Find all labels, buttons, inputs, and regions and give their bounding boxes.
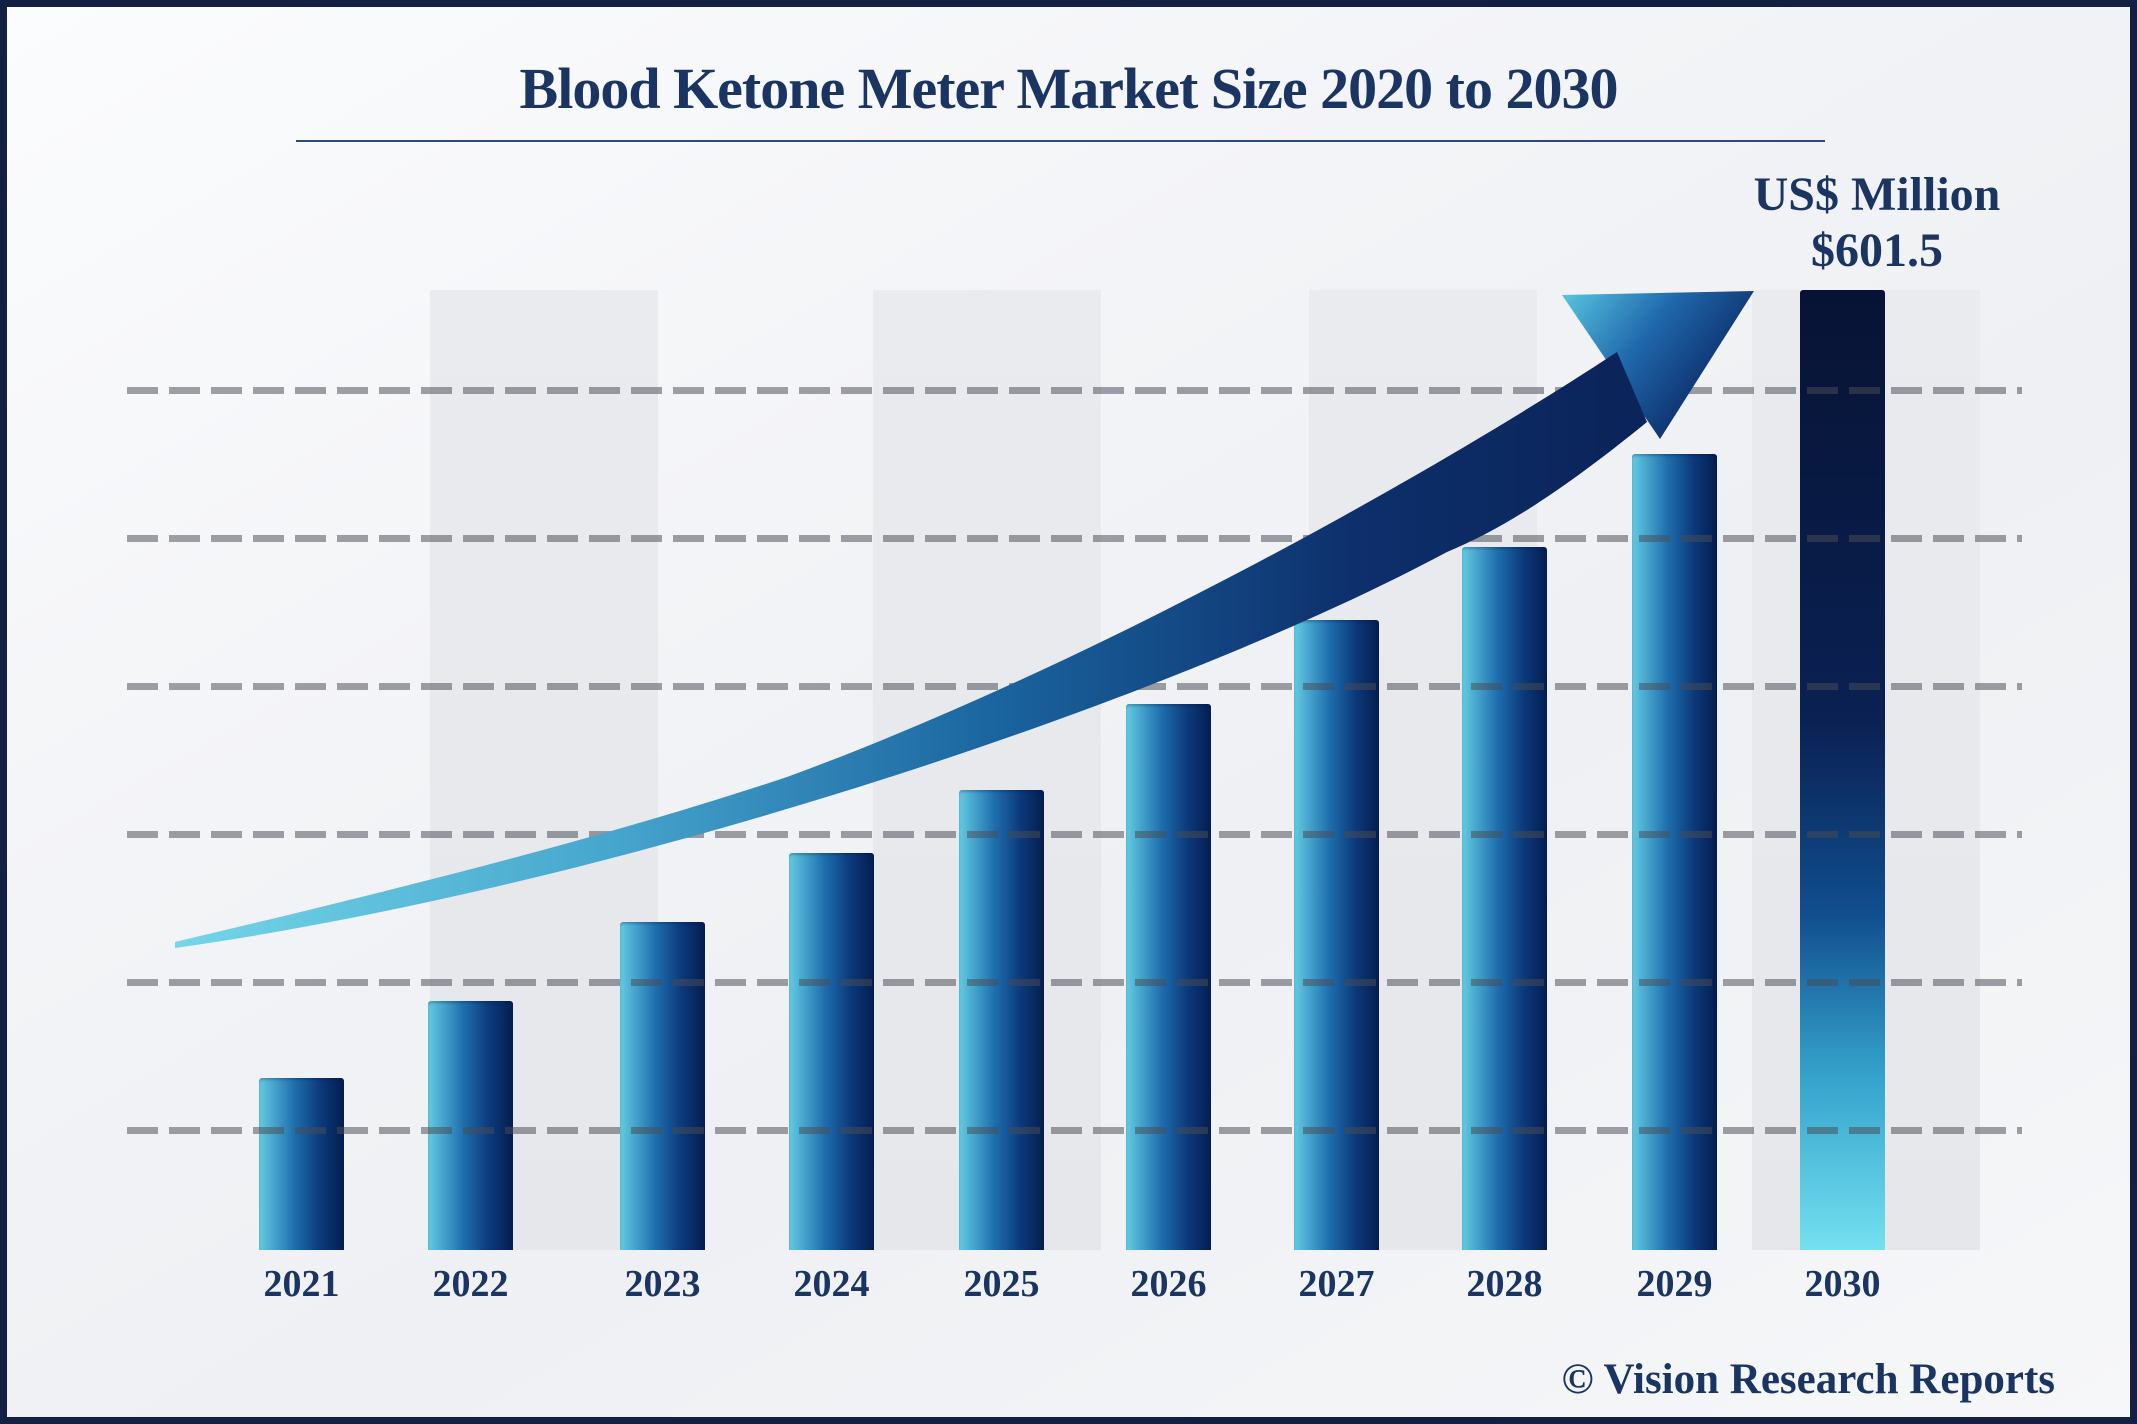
unit-label: US$ Million [1753,168,2001,221]
gridline [127,831,2022,838]
bar-2024 [789,853,874,1250]
value-annotation: US$ Million $601.5 [1667,167,2087,279]
x-axis-label-2023: 2023 [624,1263,701,1305]
bar-2026 [1126,704,1211,1250]
page-title: Blood Ketone Meter Market Size 2020 to 2… [519,56,1619,121]
arrow-head [1562,291,1754,439]
x-axis-label-2030: 2030 [1804,1263,1881,1305]
bar-2027 [1294,620,1379,1250]
trend-arrow-icon [175,291,1754,948]
x-axis-label-2027: 2027 [1298,1263,1375,1305]
bar-2021 [259,1078,344,1250]
x-axis-label-2022: 2022 [432,1263,509,1305]
gridline [127,535,2022,542]
gridline [127,1127,2022,1134]
x-axis-label-2029: 2029 [1636,1263,1713,1305]
x-axis-label-2021: 2021 [263,1263,340,1305]
x-axis-label-2028: 2028 [1466,1263,1543,1305]
x-axis-label-2026: 2026 [1130,1263,1207,1305]
gridline [127,979,2022,986]
watermark: © Vision Research Reports [1561,1356,2055,1403]
x-axis-label-2025: 2025 [963,1263,1040,1305]
bar-2030 [1800,290,1885,1250]
bar-2022 [428,1001,513,1250]
bar-2023 [620,922,705,1250]
title-underline [296,140,1825,142]
gridline [127,387,2022,394]
arrow-shaft [175,352,1647,948]
bar-2029 [1632,454,1717,1250]
x-axis-label-2024: 2024 [793,1263,870,1305]
value-label: $601.5 [1811,224,1943,277]
bar-2025 [959,790,1044,1250]
